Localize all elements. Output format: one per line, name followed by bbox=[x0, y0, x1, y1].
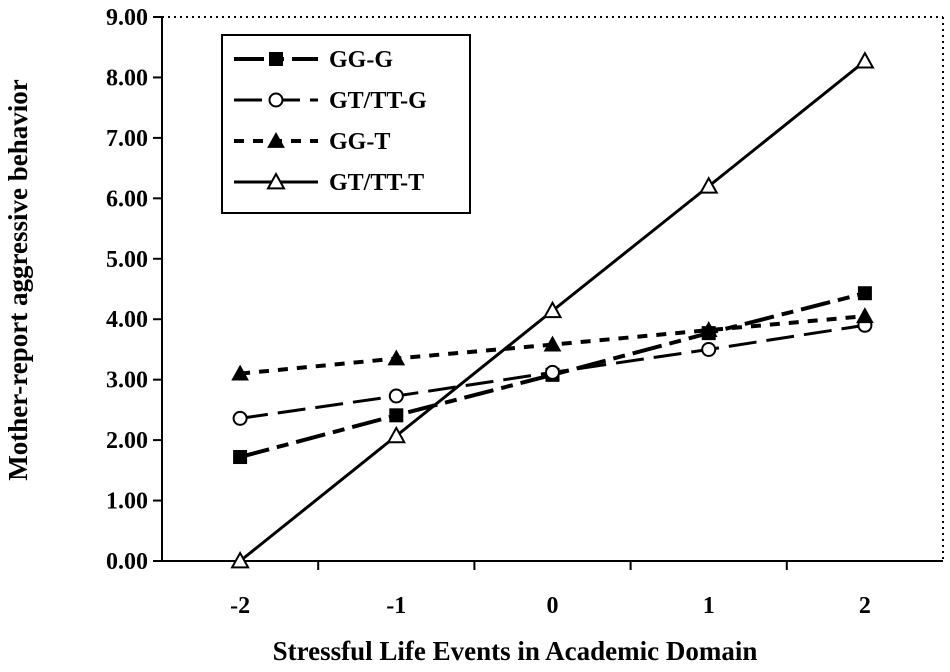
legend-label-gg-g: GG-G bbox=[329, 47, 393, 73]
legend-marker-gt-tt-t bbox=[266, 171, 286, 190]
data-point-gg-g bbox=[389, 408, 404, 423]
legend-label-gg-t: GG-T bbox=[329, 129, 390, 155]
y-tick-label: 2.00 bbox=[106, 428, 148, 454]
y-tick-label: 3.00 bbox=[106, 368, 148, 394]
series-gt-tt-t bbox=[230, 51, 875, 569]
y-tick-label: 0.00 bbox=[106, 549, 148, 575]
plot-frame bbox=[161, 16, 944, 562]
data-point-gt-tt-g bbox=[545, 364, 560, 380]
y-axis: 0.00 1.00 2.00 3.00 4.00 5.00 6.00 7.00 8.00 9.00 bbox=[106, 5, 162, 575]
x-axis: -2 -1 0 1 2 bbox=[230, 561, 871, 619]
y-tick-label: 4.00 bbox=[106, 307, 148, 333]
data-point-gg-t bbox=[699, 321, 718, 338]
y-tick-label: 8.00 bbox=[106, 65, 148, 91]
y-tick-label: 7.00 bbox=[106, 126, 148, 152]
legend-label-gt-tt-t: GT/TT-T bbox=[329, 170, 424, 196]
x-tick-label: 1 bbox=[703, 593, 715, 619]
data-point-gg-t bbox=[387, 349, 406, 366]
legend-label-gt-tt-g: GT/TT-G bbox=[329, 88, 427, 114]
series-layer bbox=[230, 51, 875, 569]
x-tick-label: 2 bbox=[859, 593, 871, 619]
x-tick-label: -1 bbox=[386, 593, 406, 619]
y-axis-title: Mother-report aggressive behavior bbox=[3, 79, 33, 480]
legend-marker-gg-g bbox=[269, 52, 283, 66]
x-axis-title: Stressful Life Events in Academic Domain bbox=[273, 636, 758, 666]
data-point-gt-tt-t bbox=[386, 425, 406, 444]
x-tick-label: -2 bbox=[230, 593, 250, 619]
data-point-gt-tt-t bbox=[855, 51, 875, 69]
series-line-gg-g bbox=[239, 291, 866, 459]
data-point-gt-tt-g bbox=[232, 410, 248, 426]
series-gt-tt-g bbox=[232, 317, 873, 426]
data-point-gt-tt-g bbox=[701, 341, 717, 357]
data-point-gt-tt-g bbox=[388, 388, 404, 404]
data-point-gt-tt-t bbox=[230, 550, 250, 569]
y-tick-label: 5.00 bbox=[106, 247, 148, 273]
series-gg-t bbox=[231, 307, 874, 381]
legend: GG-G GT/TT-G GG-T GT/TT-T bbox=[221, 34, 471, 214]
y-tick-label: 6.00 bbox=[106, 186, 148, 212]
data-point-gg-t bbox=[231, 364, 249, 381]
data-point-gt-tt-t bbox=[699, 176, 719, 194]
data-point-gt-tt-t bbox=[542, 300, 563, 319]
y-tick-label: 9.00 bbox=[106, 5, 148, 31]
legend-marker-gt-tt-g bbox=[268, 92, 284, 108]
data-point-gg-t bbox=[543, 335, 562, 352]
x-tick-label: 0 bbox=[547, 593, 559, 619]
data-point-gg-t bbox=[856, 307, 874, 324]
data-point-gg-g bbox=[233, 450, 248, 465]
legend-marker-gg-t bbox=[267, 131, 285, 148]
data-point-gg-g bbox=[857, 286, 872, 301]
y-tick-label: 1.00 bbox=[106, 489, 148, 515]
